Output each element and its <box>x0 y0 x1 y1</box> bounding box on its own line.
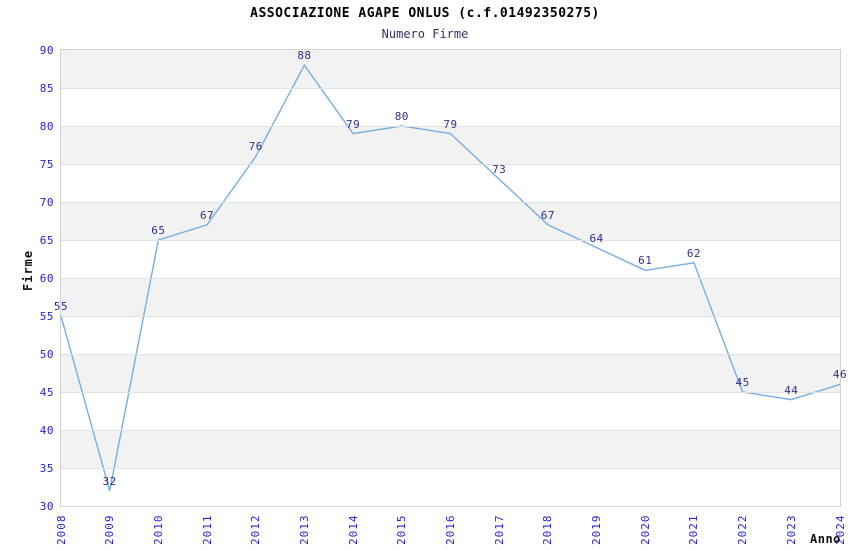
x-tick-label: 2012 <box>249 514 263 546</box>
gridline <box>61 126 840 127</box>
plot-area <box>60 49 841 507</box>
data-point-label: 46 <box>832 368 848 382</box>
y-tick-label: 40 <box>39 423 54 437</box>
data-point-label: 45 <box>735 376 750 389</box>
y-tick-label: 65 <box>39 233 54 247</box>
data-point-label: 80 <box>394 110 409 123</box>
data-point-label: 55 <box>53 300 69 313</box>
y-tick-label: 60 <box>39 271 54 285</box>
data-point-label: 73 <box>492 163 507 177</box>
y-tick-label: 85 <box>39 81 54 95</box>
data-point-label: 62 <box>686 246 702 260</box>
chart-subtitle: Numero Firme <box>381 27 469 41</box>
data-point-label: 67 <box>199 208 215 222</box>
x-tick-label: 2021 <box>687 514 701 546</box>
data-point-label: 44 <box>784 383 799 397</box>
gridline <box>61 392 840 393</box>
x-axis-title: Anno <box>810 532 841 546</box>
x-tick-label: 2016 <box>444 514 457 546</box>
x-tick-label: 2015 <box>395 514 409 546</box>
data-point-label: 65 <box>151 224 166 237</box>
x-tick-label: 2023 <box>784 514 798 546</box>
y-tick-label: 55 <box>39 309 54 323</box>
y-tick-label: 35 <box>39 461 54 475</box>
gridline <box>61 354 840 355</box>
gridline <box>61 240 840 241</box>
gridline <box>61 202 840 203</box>
x-tick-label: 2010 <box>151 514 165 546</box>
x-tick-label: 2020 <box>638 514 652 546</box>
gridline <box>61 430 840 431</box>
line-series <box>60 63 841 491</box>
y-tick-label: 75 <box>39 157 54 171</box>
gridline <box>61 316 840 317</box>
gridline <box>61 468 840 469</box>
data-point-label: 88 <box>297 49 312 63</box>
data-point-label: 79 <box>443 117 458 131</box>
x-tick-label: 2019 <box>590 514 604 546</box>
y-axis-title: Firme <box>21 249 35 291</box>
gridline <box>61 278 840 279</box>
y-tick-label: 50 <box>39 347 54 361</box>
data-point-label: 67 <box>540 208 555 222</box>
x-tick-label: 2009 <box>103 514 117 546</box>
chart-title: ASSOCIAZIONE AGAPE ONLUS (c.f.0149235027… <box>250 6 600 21</box>
y-tick-label: 90 <box>39 43 54 57</box>
y-tick-label: 80 <box>39 119 54 133</box>
gridline <box>61 164 840 165</box>
x-tick-label: 2013 <box>297 514 311 546</box>
x-tick-label: 2018 <box>541 514 555 546</box>
data-point-label: 32 <box>102 474 117 488</box>
x-tick-label: 2011 <box>200 514 214 546</box>
y-tick-label: 45 <box>39 385 54 399</box>
series-line <box>60 63 841 491</box>
gridline <box>61 88 840 89</box>
y-tick-label: 30 <box>39 499 54 513</box>
x-tick-label: 2022 <box>736 514 750 546</box>
y-tick-label: 70 <box>39 195 54 209</box>
data-point-label: 61 <box>638 254 653 268</box>
x-tick-label: 2008 <box>54 514 68 546</box>
data-point-label: 64 <box>589 231 604 245</box>
x-tick-label: 2014 <box>346 514 360 546</box>
data-point-label: 79 <box>346 117 361 131</box>
x-tick-label: 2017 <box>492 514 506 546</box>
data-point-label: 76 <box>248 140 263 154</box>
